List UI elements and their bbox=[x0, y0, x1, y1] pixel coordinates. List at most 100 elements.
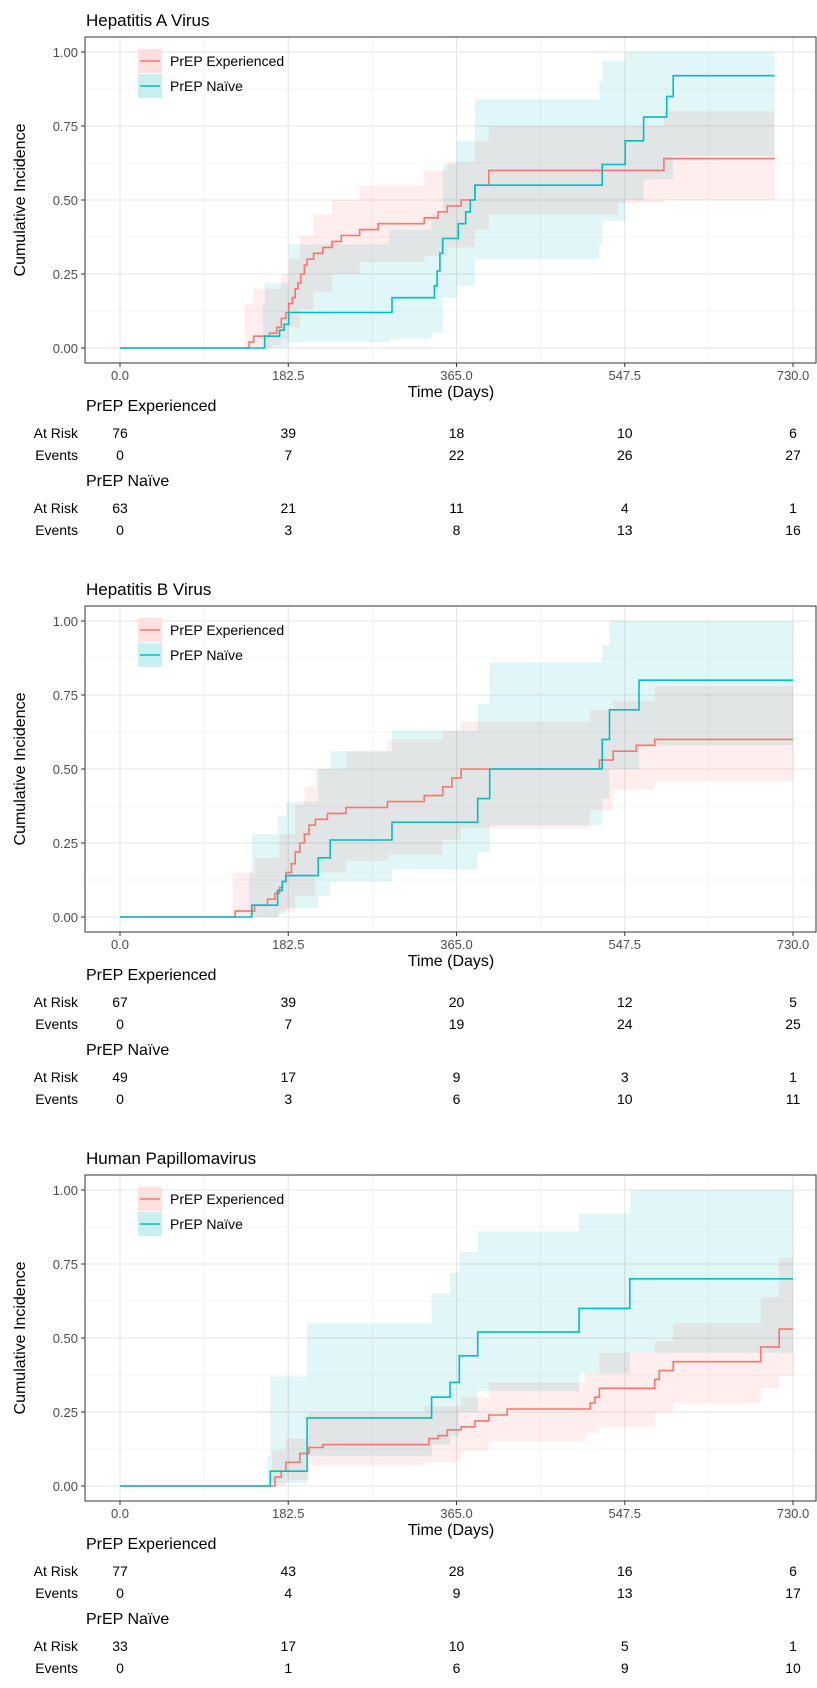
x-tick-label: 0.0 bbox=[111, 1506, 129, 1521]
legend-label: PrEP Naïve bbox=[170, 1216, 243, 1232]
series-line-experienced bbox=[120, 1328, 793, 1487]
chart-panel-3: Human Papillomavirus0.000.250.500.751.00… bbox=[12, 1149, 817, 1676]
y-tick-label: 1.00 bbox=[53, 1183, 78, 1198]
x-tick-label: 547.5 bbox=[608, 937, 641, 952]
y-tick-label: 0.00 bbox=[53, 1479, 78, 1494]
confidence-band-naive bbox=[120, 1190, 793, 1486]
risk-value: 7 bbox=[284, 447, 292, 463]
risk-value: 9 bbox=[453, 1585, 461, 1601]
risk-value: 3 bbox=[284, 1091, 292, 1107]
risk-row-label: Events bbox=[35, 1660, 78, 1676]
risk-value: 10 bbox=[617, 1091, 633, 1107]
x-axis-label: Time (Days) bbox=[408, 384, 495, 401]
risk-value: 26 bbox=[617, 447, 633, 463]
x-tick-label: 182.5 bbox=[272, 368, 305, 383]
risk-group-title: PrEP Naïve bbox=[86, 1042, 169, 1059]
risk-value: 10 bbox=[617, 425, 633, 441]
x-tick-label: 547.5 bbox=[608, 1506, 641, 1521]
x-tick-label: 182.5 bbox=[272, 1506, 305, 1521]
series-line-naive bbox=[120, 679, 793, 918]
risk-value: 5 bbox=[789, 994, 797, 1010]
risk-group-title: PrEP Experienced bbox=[86, 1536, 216, 1553]
risk-value: 0 bbox=[116, 522, 124, 538]
confidence-band-naive bbox=[120, 621, 793, 917]
risk-value: 12 bbox=[617, 994, 633, 1010]
series-line-naive bbox=[120, 74, 775, 349]
risk-row-label: At Risk bbox=[34, 1638, 79, 1654]
y-axis-label: Cumulative Incidence bbox=[12, 123, 29, 276]
x-tick-label: 547.5 bbox=[608, 368, 641, 383]
risk-value: 16 bbox=[617, 1563, 633, 1579]
confidence-band-naive bbox=[120, 52, 775, 348]
y-tick-label: 0.00 bbox=[53, 341, 78, 356]
legend: PrEP Experienced PrEP Naïve bbox=[138, 618, 284, 667]
risk-value: 0 bbox=[116, 1660, 124, 1676]
risk-value: 3 bbox=[284, 522, 292, 538]
risk-value: 0 bbox=[116, 1585, 124, 1601]
chart-panel-1: Hepatitis A Virus0.000.250.500.751.000.0… bbox=[12, 11, 817, 538]
risk-value: 27 bbox=[785, 447, 801, 463]
risk-value: 4 bbox=[621, 500, 629, 516]
risk-row-label: Events bbox=[35, 1091, 78, 1107]
risk-value: 1 bbox=[789, 500, 797, 516]
legend-label: PrEP Experienced bbox=[170, 622, 284, 638]
risk-value: 1 bbox=[789, 1069, 797, 1085]
risk-value: 63 bbox=[112, 500, 128, 516]
risk-value: 13 bbox=[617, 1585, 633, 1601]
risk-value: 13 bbox=[617, 522, 633, 538]
risk-value: 0 bbox=[116, 1016, 124, 1032]
risk-row-label: At Risk bbox=[34, 1069, 79, 1085]
legend-label: PrEP Experienced bbox=[170, 1191, 284, 1207]
chart-title: Human Papillomavirus bbox=[86, 1149, 256, 1168]
risk-group-title: PrEP Naïve bbox=[86, 1611, 169, 1628]
risk-value: 19 bbox=[449, 1016, 465, 1032]
risk-value: 6 bbox=[789, 1563, 797, 1579]
risk-value: 0 bbox=[116, 447, 124, 463]
risk-group-title: PrEP Experienced bbox=[86, 967, 216, 984]
risk-value: 39 bbox=[280, 994, 296, 1010]
risk-value: 0 bbox=[116, 1091, 124, 1107]
x-tick-label: 182.5 bbox=[272, 937, 305, 952]
legend-label: PrEP Naïve bbox=[170, 78, 243, 94]
chart-title: Hepatitis B Virus bbox=[86, 580, 211, 599]
risk-row-label: At Risk bbox=[34, 1563, 79, 1579]
risk-value: 1 bbox=[789, 1638, 797, 1654]
risk-value: 17 bbox=[280, 1069, 296, 1085]
risk-value: 9 bbox=[453, 1069, 461, 1085]
y-tick-label: 0.50 bbox=[53, 762, 78, 777]
y-axis-label: Cumulative Incidence bbox=[12, 692, 29, 845]
risk-value: 21 bbox=[280, 500, 296, 516]
y-tick-label: 0.25 bbox=[53, 267, 78, 282]
chart-title: Hepatitis A Virus bbox=[86, 11, 209, 30]
y-tick-label: 0.75 bbox=[53, 119, 78, 134]
series-line-naive bbox=[120, 1278, 793, 1487]
risk-value: 3 bbox=[621, 1069, 629, 1085]
risk-value: 9 bbox=[621, 1660, 629, 1676]
risk-group-title: PrEP Naïve bbox=[86, 473, 169, 490]
risk-value: 1 bbox=[284, 1660, 292, 1676]
risk-value: 22 bbox=[449, 447, 465, 463]
legend: PrEP Experienced PrEP Naïve bbox=[138, 1187, 284, 1236]
risk-value: 39 bbox=[280, 425, 296, 441]
x-axis-label: Time (Days) bbox=[408, 953, 495, 970]
risk-value: 33 bbox=[112, 1638, 128, 1654]
x-tick-label: 365.0 bbox=[440, 1506, 473, 1521]
risk-value: 18 bbox=[449, 425, 465, 441]
chart-panel-2: Hepatitis B Virus0.000.250.500.751.000.0… bbox=[12, 580, 817, 1107]
y-axis-label: Cumulative Incidence bbox=[12, 1261, 29, 1414]
risk-value: 77 bbox=[112, 1563, 128, 1579]
risk-row-label: At Risk bbox=[34, 500, 79, 516]
risk-value: 8 bbox=[453, 522, 461, 538]
risk-group-title: PrEP Experienced bbox=[86, 398, 216, 415]
y-tick-label: 0.75 bbox=[53, 688, 78, 703]
risk-value: 43 bbox=[280, 1563, 296, 1579]
y-tick-label: 0.25 bbox=[53, 1405, 78, 1420]
risk-value: 28 bbox=[449, 1563, 465, 1579]
risk-value: 67 bbox=[112, 994, 128, 1010]
y-tick-label: 0.25 bbox=[53, 836, 78, 851]
x-tick-label: 730.0 bbox=[777, 368, 810, 383]
y-tick-label: 0.00 bbox=[53, 910, 78, 925]
risk-value: 5 bbox=[621, 1638, 629, 1654]
